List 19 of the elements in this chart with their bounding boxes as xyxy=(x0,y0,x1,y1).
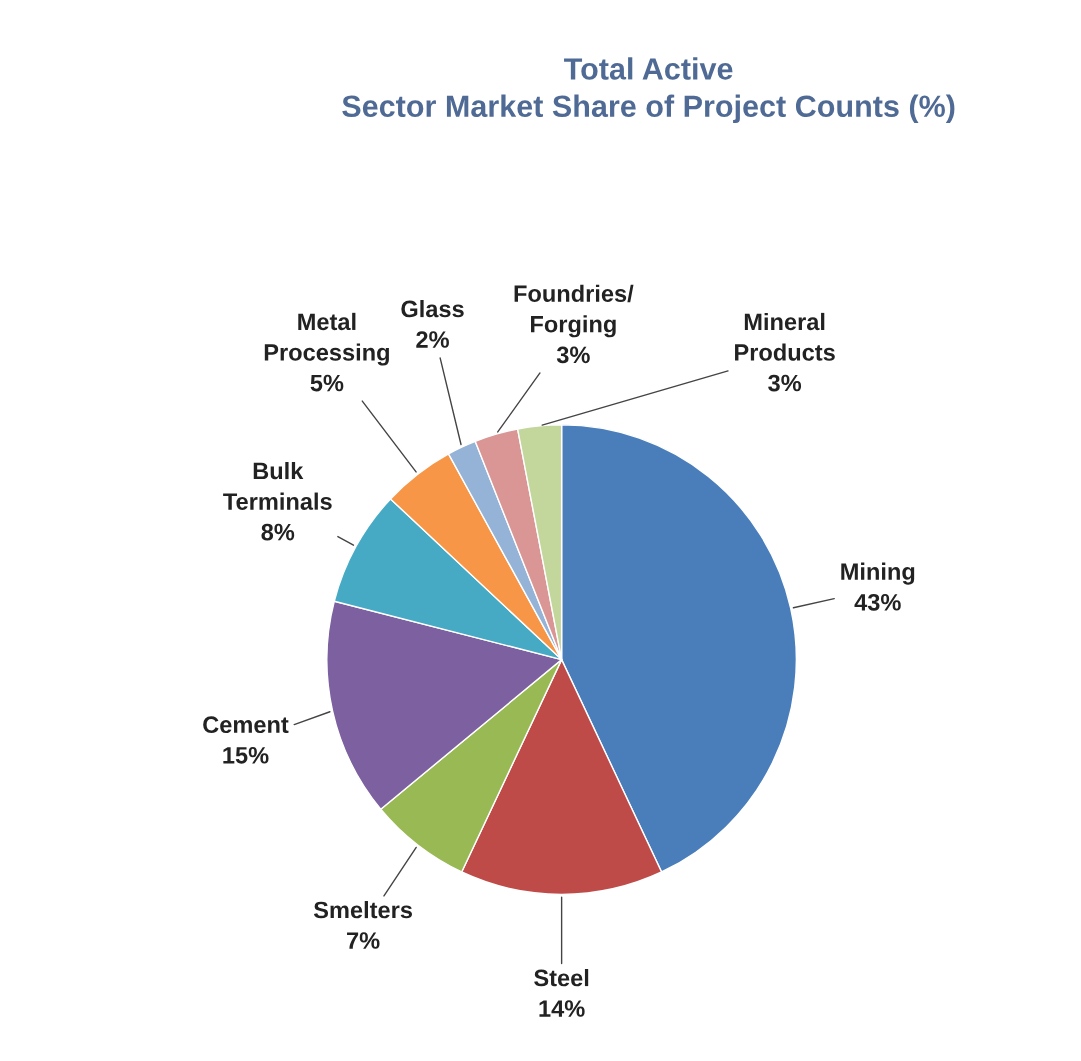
data-label: 7% xyxy=(347,932,380,949)
data-label: 2% xyxy=(416,331,449,348)
data-label: 15% xyxy=(223,746,269,764)
data-label: 43% xyxy=(854,593,901,611)
slice-label: Metal Processing xyxy=(264,312,389,366)
data-label: 14% xyxy=(539,1000,585,1017)
data-label: 3% xyxy=(556,346,590,364)
slice-label: Smelters xyxy=(313,901,412,919)
slice-label: Mineral Products xyxy=(735,312,835,361)
slice-label: Steel xyxy=(534,968,589,987)
data-label: 3% xyxy=(768,374,802,392)
slice-label: Cement xyxy=(203,716,289,734)
slice-label: Mining xyxy=(841,562,915,585)
data-label: 8% xyxy=(261,523,295,541)
data-label: 5% xyxy=(310,374,344,392)
chart-title: Total Active Sector Market Share of Project Counts (%) xyxy=(342,57,955,124)
slice-label: Foundries/ Forging xyxy=(514,284,634,338)
slice-label: Bulk Terminals xyxy=(223,461,332,510)
slice-label: Glass xyxy=(401,299,464,318)
